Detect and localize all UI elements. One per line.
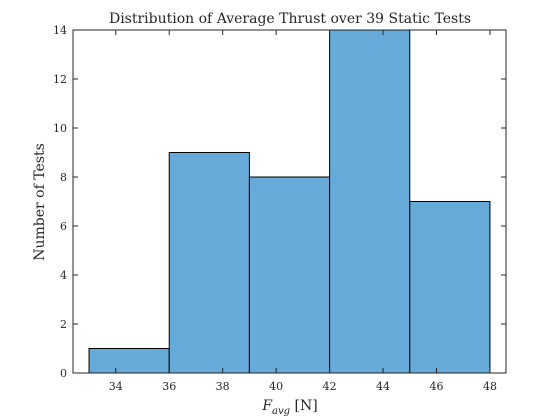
x-axis-label: Favg [N] bbox=[261, 398, 317, 417]
y-axis-label: Number of Tests bbox=[32, 143, 48, 261]
x-tick-label-2: 38 bbox=[216, 380, 230, 393]
x-tick-label-5: 44 bbox=[376, 380, 390, 393]
y-tick-label-6: 12 bbox=[53, 73, 67, 86]
y-tick-label-7: 14 bbox=[53, 24, 67, 37]
histogram-bar-3 bbox=[329, 29, 411, 374]
histogram-bar-4 bbox=[409, 201, 491, 374]
histogram-bar-2 bbox=[248, 176, 331, 374]
x-tick-label-3: 40 bbox=[269, 380, 283, 393]
x-tick-label-7: 48 bbox=[483, 380, 497, 393]
bars-group bbox=[88, 29, 491, 374]
histogram-bar-0 bbox=[88, 348, 170, 374]
y-tick-label-5: 10 bbox=[53, 122, 67, 135]
x-tick-label-0: 34 bbox=[109, 380, 123, 393]
y-tick-label-1: 2 bbox=[60, 318, 67, 331]
x-axis-label-main: F bbox=[261, 398, 273, 414]
histogram-bar-1 bbox=[168, 152, 250, 374]
y-tick-label-2: 4 bbox=[60, 269, 67, 282]
y-tick-label-3: 6 bbox=[60, 220, 67, 233]
axes-box bbox=[72, 29, 507, 374]
x-axis-label-unit: [N] bbox=[295, 398, 318, 414]
x-tick-label-6: 46 bbox=[430, 380, 444, 393]
chart-title: Distribution of Average Thrust over 39 S… bbox=[109, 11, 471, 27]
x-tick-label-1: 36 bbox=[162, 380, 176, 393]
x-tick-label-4: 42 bbox=[323, 380, 337, 393]
y-tick-label-4: 8 bbox=[60, 171, 67, 184]
y-tick-label-0: 0 bbox=[60, 367, 67, 380]
x-axis-label-subscript: avg bbox=[272, 406, 290, 417]
